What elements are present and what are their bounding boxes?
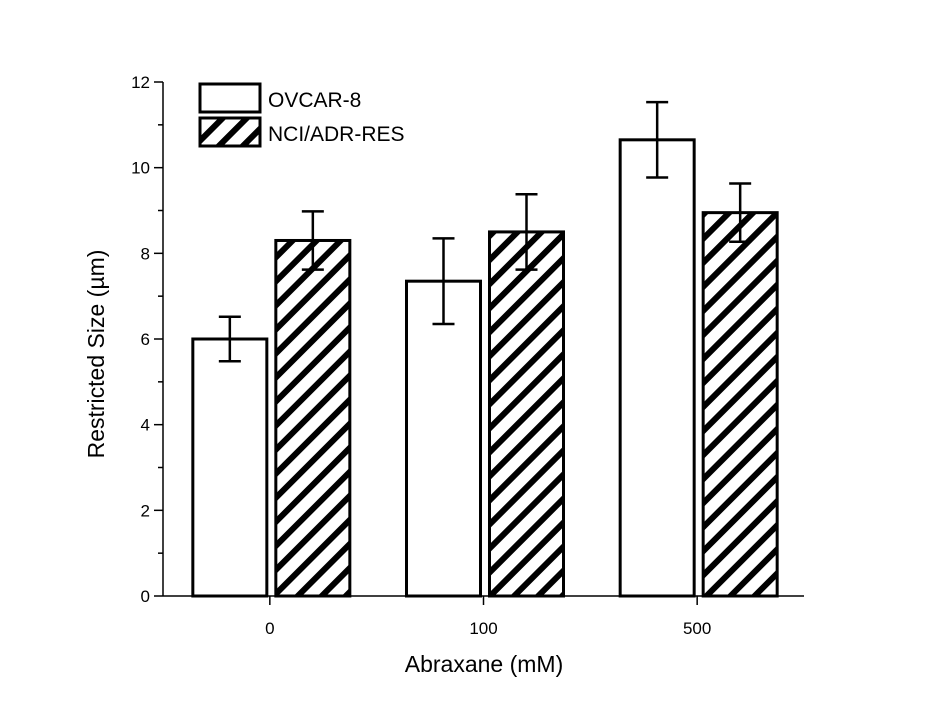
bar-nci-adr-res-0 (274, 238, 352, 598)
bars (191, 138, 779, 598)
y-tick-label: 12 (131, 73, 150, 92)
bar-nci-adr-res-500 (701, 211, 779, 598)
legend: OVCAR-8 NCI/ADR-RES (198, 82, 405, 148)
x-tick-label: 500 (683, 619, 711, 638)
x-tick-label: 100 (469, 619, 497, 638)
legend-label-ovcar-8: OVCAR-8 (268, 89, 361, 112)
legend-swatch-nci-adr-res (198, 116, 262, 148)
axes: 0 2 4 6 8 10 12 0 100 500 (131, 73, 804, 638)
y-tick-label: 0 (141, 587, 150, 606)
bar-nci-adr-res-100 (488, 230, 565, 598)
bar-ovcar-8-0 (191, 337, 269, 598)
y-tick-label: 4 (141, 416, 150, 435)
y-tick-label: 10 (131, 159, 150, 178)
bar-ovcar-8-500 (618, 138, 696, 598)
y-tick-label: 2 (141, 501, 150, 520)
legend-swatch-ovcar-8 (198, 82, 262, 114)
y-tick-label: 8 (141, 244, 150, 263)
legend-label-nci-adr-res: NCI/ADR-RES (268, 123, 405, 146)
y-tick-label: 6 (141, 330, 150, 349)
x-tick-label: 0 (265, 619, 274, 638)
y-axis-title: Restricted Size (µm) (83, 250, 109, 459)
bar-ovcar-8-100 (405, 279, 482, 598)
error-bars (218, 100, 752, 363)
x-axis-title: Abraxane (mM) (405, 651, 563, 677)
